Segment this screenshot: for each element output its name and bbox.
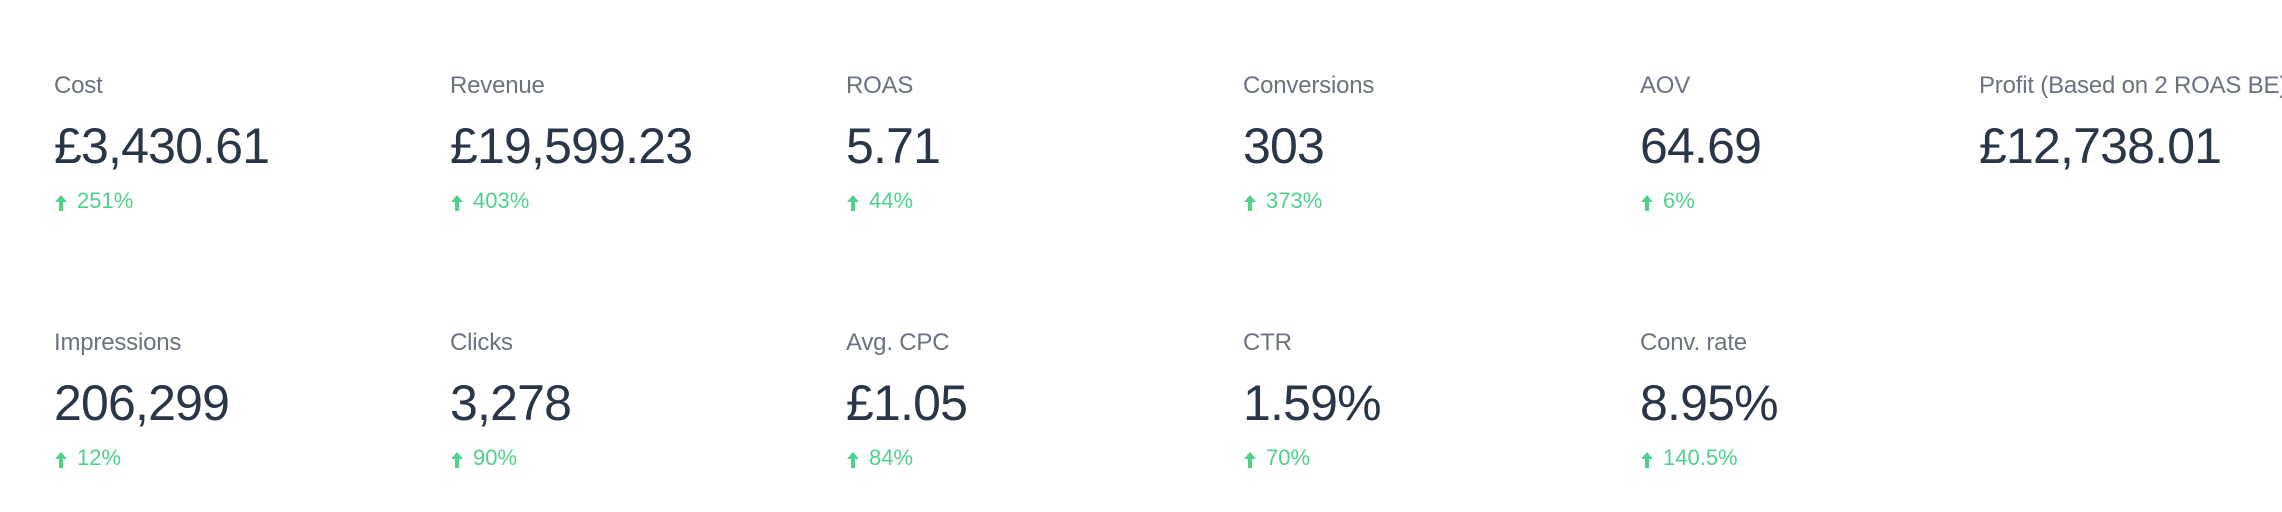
metric-value: 206,299	[54, 375, 230, 431]
metric-label: Clicks	[450, 329, 513, 356]
metric-label: Cost	[54, 72, 103, 99]
metric-label: ROAS	[846, 72, 914, 99]
metric-label: CTR	[1243, 329, 1292, 356]
metric-value: 3,278	[450, 375, 572, 431]
metric-label: Impressions	[54, 329, 182, 356]
metric-value: 64.69	[1640, 118, 1762, 174]
metric-change: 12%	[54, 445, 434, 471]
metric-card-roas: ROAS 5.71 44%	[846, 72, 1226, 214]
metric-change-value: 44%	[869, 188, 914, 213]
metric-label: Revenue	[450, 72, 545, 99]
metric-label: Profit (Based on 2 ROAS BE)	[1979, 72, 2282, 99]
metric-change: 6%	[1640, 188, 2020, 214]
metric-label: AOV	[1640, 72, 1691, 99]
metric-change-value: 140.5%	[1663, 445, 1738, 470]
metric-card-conv-rate: Conv. rate 8.95% 140.5%	[1640, 329, 2020, 471]
metric-value: 8.95%	[1640, 375, 1779, 431]
arrow-up-icon	[1640, 451, 1654, 469]
metric-change: 90%	[450, 445, 830, 471]
metric-value: £19,599.23	[450, 118, 693, 174]
metric-change-value: 373%	[1266, 188, 1323, 213]
metric-change: 70%	[1243, 445, 1623, 471]
arrow-up-icon	[450, 451, 464, 469]
arrow-up-icon	[1243, 194, 1257, 212]
metric-card-avg-cpc: Avg. CPC £1.05 84%	[846, 329, 1226, 471]
metric-change: 84%	[846, 445, 1226, 471]
metric-value: 5.71	[846, 118, 941, 174]
metric-label: Conversions	[1243, 72, 1375, 99]
metric-change-value: 251%	[77, 188, 134, 213]
metric-change-value: 84%	[869, 445, 914, 470]
metric-card-clicks: Clicks 3,278 90%	[450, 329, 830, 471]
arrow-up-icon	[846, 451, 860, 469]
metric-card-revenue: Revenue £19,599.23 403%	[450, 72, 830, 214]
metric-change: 44%	[846, 188, 1226, 214]
metric-card-impressions: Impressions 206,299 12%	[54, 329, 434, 471]
metric-change-value: 70%	[1266, 445, 1311, 470]
metric-value: £3,430.61	[54, 118, 270, 174]
metric-change: 373%	[1243, 188, 1623, 214]
metric-value: £1.05	[846, 375, 968, 431]
metric-change-value: 6%	[1663, 188, 1695, 213]
metric-card-aov: AOV 64.69 6%	[1640, 72, 2020, 214]
metric-value: 1.59%	[1243, 375, 1382, 431]
arrow-up-icon	[1640, 194, 1654, 212]
arrow-up-icon	[450, 194, 464, 212]
metric-change: 403%	[450, 188, 830, 214]
metric-change-value: 403%	[473, 188, 530, 213]
metric-change-value: 12%	[77, 445, 122, 470]
arrow-up-icon	[1243, 451, 1257, 469]
arrow-up-icon	[846, 194, 860, 212]
metric-value: £12,738.01	[1979, 118, 2222, 174]
metric-card-cost: Cost £3,430.61 251%	[54, 72, 434, 214]
arrow-up-icon	[54, 194, 68, 212]
metric-card-profit: Profit (Based on 2 ROAS BE) £12,738.01	[1979, 72, 2282, 174]
metric-value: 303	[1243, 118, 1325, 174]
metric-card-conversions: Conversions 303 373%	[1243, 72, 1623, 214]
metric-change: 140.5%	[1640, 445, 2020, 471]
metric-change-value: 90%	[473, 445, 518, 470]
metric-label: Avg. CPC	[846, 329, 950, 356]
metric-change: 251%	[54, 188, 434, 214]
metric-label: Conv. rate	[1640, 329, 1747, 356]
arrow-up-icon	[54, 451, 68, 469]
metric-card-ctr: CTR 1.59% 70%	[1243, 329, 1623, 471]
